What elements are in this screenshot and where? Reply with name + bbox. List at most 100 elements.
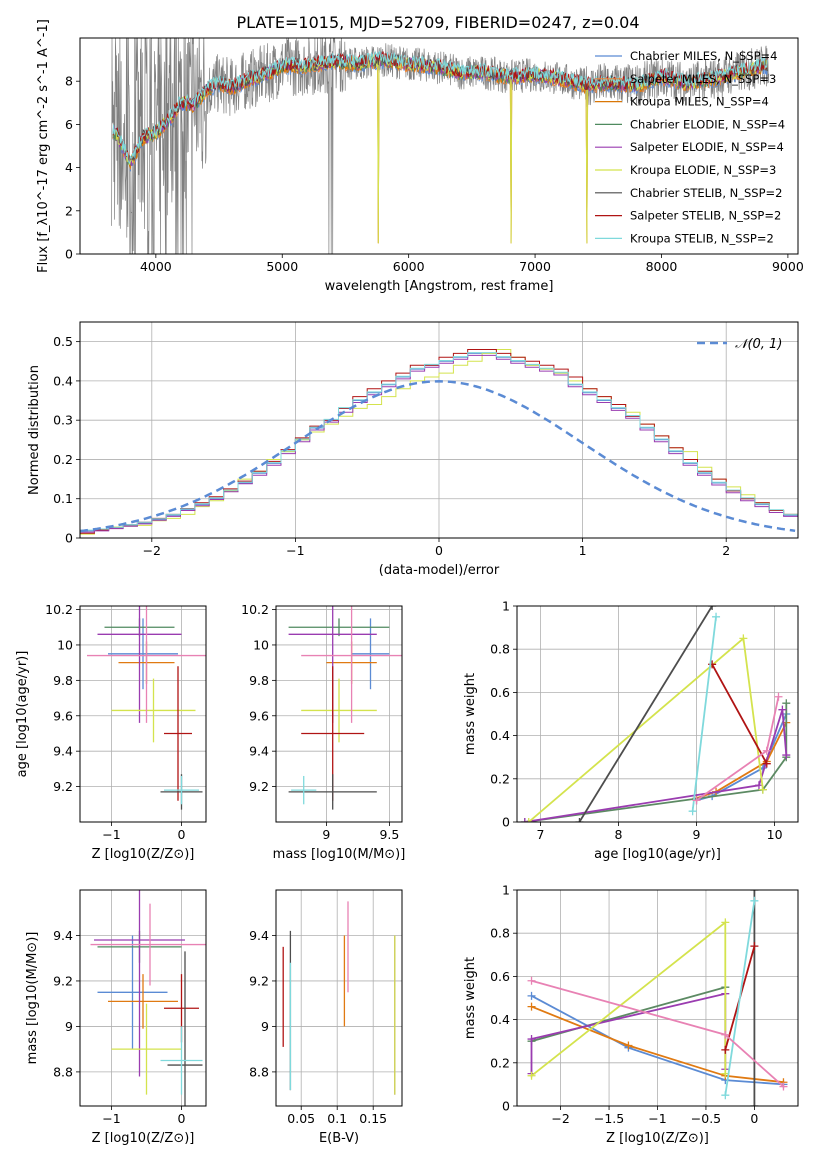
y-tick-label: 10.2 <box>45 602 73 617</box>
y-tick-label: 8.8 <box>53 1064 73 1079</box>
mass-weight-marker <box>774 692 783 701</box>
mass-weight-marker <box>721 1045 730 1054</box>
plot-area <box>527 890 788 1106</box>
mass-weight-marker <box>750 1102 759 1106</box>
mass-weight-marker <box>762 759 771 768</box>
x-tick-label: 8000 <box>646 259 678 274</box>
legend-label: Kroupa MILES, N_SSP=4 <box>630 95 769 109</box>
legend-label: Salpeter ELODIE, N_SSP=4 <box>630 140 784 154</box>
legend-label: Salpeter MILES, N_SSP=3 <box>630 72 776 86</box>
x-tick-label: 9 <box>322 827 330 842</box>
y-tick-label: 9 <box>65 1019 73 1034</box>
axes-frame <box>275 889 403 1107</box>
y-tick-label: 0.4 <box>490 1012 510 1027</box>
y-axis-label: mass weight <box>463 673 478 755</box>
y-tick-label: 1 <box>502 883 510 898</box>
y-tick-label: 9.4 <box>249 744 269 759</box>
x-axis-label: wavelength [Angstrom, rest frame] <box>325 279 554 294</box>
mass-weight-marker <box>527 1071 536 1080</box>
mass-vs-ebv-panel: 0.05 0.1 0.15 8.8 9 9.2 9.4 E(B-V) <box>249 889 403 1146</box>
y-tick-label: 9.6 <box>53 708 73 723</box>
legend-label: Kroupa ELODIE, N_SSP=3 <box>630 163 776 177</box>
y-axis-label: mass [log10(M/M⊙)] <box>25 932 40 1065</box>
x-tick-label: 0.05 <box>287 1111 315 1126</box>
y-tick-label: 0 <box>65 531 73 546</box>
age-vs-metallicity-panel: −1 0 9.2 9.4 9.6 9.8 10 10.2 Z [log10(Z/Z⊙)] age … <box>15 602 207 862</box>
y-axis-label: Flux [f_λ10^-17 erg cm^-2 s^-1 A^-1] <box>36 19 51 273</box>
x-tick-label: 7 <box>536 827 544 842</box>
x-tick-label: 0 <box>178 827 186 842</box>
y-tick-label: 1 <box>502 599 510 614</box>
plot-area <box>80 349 798 535</box>
mass-weight-marker <box>527 1035 536 1044</box>
y-tick-label: 9.2 <box>53 973 73 988</box>
y-tick-label: 0.5 <box>53 334 73 349</box>
mass-weight-marker <box>750 890 759 894</box>
legend-label: Chabrier STELIB, N_SSP=2 <box>630 186 782 200</box>
mass-weight-line <box>524 709 788 822</box>
mass-weight-marker <box>708 606 717 610</box>
mass-weight-marker <box>692 796 701 805</box>
mass-weight-marker <box>527 976 536 985</box>
model-spectrum-line <box>112 50 768 165</box>
y-tick-label: 9.8 <box>249 673 269 688</box>
x-tick-label: 4000 <box>140 259 172 274</box>
x-tick-label: −2 <box>143 543 161 558</box>
mass-weight-marker <box>527 991 536 1000</box>
y-tick-label: 9.8 <box>53 673 73 688</box>
y-tick-label: 9.2 <box>249 779 269 794</box>
y-tick-label: 6 <box>65 117 73 132</box>
spectrum-panel: 4000 5000 6000 7000 8000 9000 0 2 4 6 8 wavelength … <box>36 19 804 294</box>
residual-histogram-panel: −2 −1 0 1 2 0 0.1 0.2 0.3 0.4 0.5 (data-model)/erro… <box>27 321 799 578</box>
age-vs-mass-panel: 9 9.5 9.2 9.4 9.6 9.8 10 10.2 mass [log10(M/M⊙)] <box>241 602 406 862</box>
mass-weight-marker <box>739 634 748 643</box>
y-tick-label: 8 <box>65 74 73 89</box>
y-tick-label: 0.2 <box>53 452 73 467</box>
plot-area <box>111 38 770 254</box>
plot-area <box>90 890 206 1106</box>
x-axis-label: mass [log10(M/M⊙)] <box>273 847 406 862</box>
y-tick-label: 0.8 <box>490 642 510 657</box>
x-tick-label: −1.5 <box>594 1111 624 1126</box>
x-axis-label: E(B-V) <box>319 1131 359 1146</box>
plot-area <box>520 606 791 822</box>
x-axis-label: Z [log10(Z/Z⊙)] <box>92 1131 195 1146</box>
mass-weight-marker <box>721 918 730 927</box>
y-axis-label: age [log10(age/yr)] <box>15 651 30 778</box>
axes-frame <box>275 605 403 823</box>
histogram-step-line <box>80 352 798 531</box>
mass-weight-marker <box>750 896 759 905</box>
normal-distribution-curve <box>80 380 796 533</box>
massweight-vs-age-panel: 7 8 9 10 0 0.2 0.4 0.6 0.8 1 age [log10(age/yr)] ma… <box>463 599 799 862</box>
axes-frame <box>79 37 799 255</box>
x-tick-label: −1 <box>648 1111 666 1126</box>
y-tick-label: 10 <box>57 637 73 652</box>
y-tick-label: 8.8 <box>249 1064 269 1079</box>
plot-area <box>87 606 206 810</box>
y-axis-label: Normed distribution <box>27 365 42 495</box>
legend-label: Kroupa STELIB, N_SSP=2 <box>630 231 774 245</box>
y-tick-label: 9.4 <box>53 744 73 759</box>
x-tick-label: 5000 <box>266 259 298 274</box>
y-tick-label: 9.2 <box>249 973 269 988</box>
legend-label: 𝒩(0, 1) <box>735 337 782 352</box>
mass-weight-line <box>696 722 788 800</box>
y-tick-label: 0.6 <box>490 685 510 700</box>
y-tick-label: 9.6 <box>249 708 269 723</box>
x-tick-label: −1 <box>286 543 304 558</box>
y-tick-label: 4 <box>65 160 73 175</box>
mass-weight-marker <box>758 785 767 794</box>
x-tick-label: 7000 <box>519 259 551 274</box>
axes-frame <box>79 605 207 823</box>
axes-frame <box>516 605 799 823</box>
mass-weight-marker <box>721 1030 730 1039</box>
x-tick-label: −1 <box>102 827 120 842</box>
y-tick-label: 0 <box>65 247 73 262</box>
histogram-step-line <box>80 354 798 533</box>
y-tick-label: 10 <box>253 637 269 652</box>
mass-weight-line <box>691 616 717 812</box>
massweight-vs-metallicity-panel: −2 −1.5 −1 −0.5 0 0 0.2 0.4 0.6 0.8 1 Z [log10(Z/Z⊙… <box>463 883 799 1146</box>
axes-frame <box>516 889 799 1107</box>
y-tick-label: 0.3 <box>53 413 73 428</box>
